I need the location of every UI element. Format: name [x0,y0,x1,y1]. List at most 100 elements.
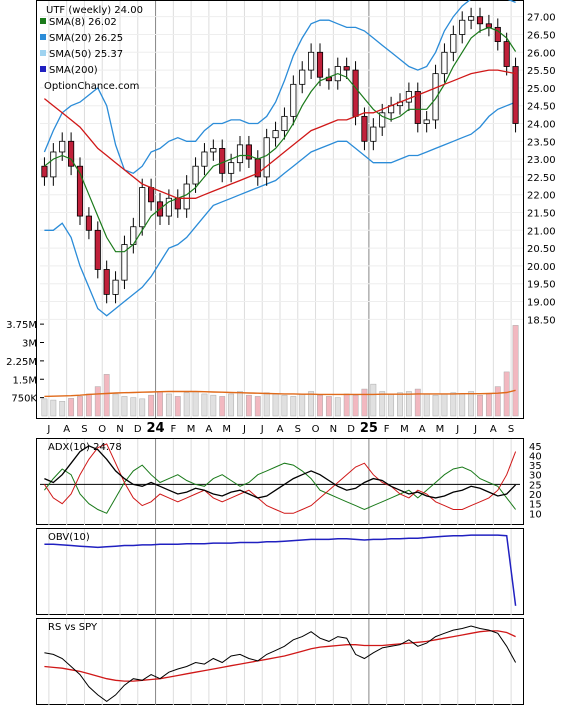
volume-bar [317,394,323,417]
x-tick-label: M [222,424,231,435]
candle-body [503,41,510,67]
candle-body [192,165,199,185]
x-tick-label: A [490,424,497,435]
candle-body [174,197,181,210]
x-tick-label: J [46,424,50,435]
volume-bar [281,394,288,417]
candle-body [370,126,377,142]
volume-tick-label: 1.5M [12,375,37,386]
adx-tick-label: 15 [529,500,542,511]
candle-body [165,197,172,217]
volume-bar [183,392,190,417]
volume-bar [468,391,475,417]
bollinger-upper-line [43,0,516,175]
indicator-lines [40,443,520,703]
x-tick-label: A [419,424,426,435]
candle-body [432,73,439,121]
candle-body [121,244,128,281]
x-tick-label: N [330,424,337,435]
volume-bar [94,386,101,417]
legend: SMA(8) 26.02 SMA(20) 26.25 SMA(50) 25.37… [40,17,139,92]
candle-body [201,151,208,167]
candle-body [50,151,57,178]
volume-bar [290,396,297,417]
volume-bar [59,401,66,417]
adx-label: ADX(10) 24.78 [48,442,122,453]
volume-bar [459,393,466,417]
volume-bar [174,396,181,417]
price-tick-label: 18.50 [527,315,556,326]
volume-bar [272,393,279,417]
price-tick-label: 20.50 [527,244,556,255]
x-tick-label: O [312,424,320,435]
volume-bar [477,394,483,417]
candle-body [352,69,359,117]
volume-bar [450,392,457,417]
volume-bar [103,374,110,417]
candle-body [450,34,457,53]
symbol-label: UTF (weekly) 24.00 [46,5,143,16]
volume-bar [512,325,519,417]
adx-tick-label: 30 [529,471,542,482]
obv-line [44,534,517,606]
adx-line [44,445,517,499]
candle-body [68,140,75,167]
volume-bar [352,394,359,417]
volume-bar [334,397,341,417]
x-tick-label: N [116,424,123,435]
sma8-line [44,26,517,253]
x-tick-label: 24 [147,421,165,436]
volume-bar [165,393,172,417]
volume-bar [219,396,226,417]
obv-label: OBV(10) [48,532,90,543]
candle-body [245,144,252,160]
adx-tick-label: 20 [529,490,542,501]
volume-bar [77,396,83,417]
volume-bar [494,386,501,417]
x-tick-label: S [81,424,87,435]
rs-average-line [44,630,516,682]
adx-tick-label: 35 [529,461,542,472]
candle-body [494,26,501,43]
candle-body [512,66,519,124]
volume-bar [121,396,128,417]
x-tick-label: S [508,424,514,435]
x-tick-label: D [134,424,142,435]
x-tick-label: M [436,424,445,435]
volume-bar [237,391,243,417]
x-tick-label: 25 [360,421,378,436]
candle-body [441,51,448,75]
bollinger-lower-line [44,101,516,317]
volume-tick-label: 750K [11,394,37,405]
volume-bar [112,393,119,417]
candle-body [76,165,84,217]
x-tick-label: A [205,424,212,435]
candle-body [290,83,297,117]
price-tick-label: 24.00 [527,119,556,130]
x-tick-label: F [170,424,176,435]
x-tick-label: F [384,424,390,435]
candle-body [405,91,412,103]
volume-bar [379,391,386,417]
candle-body [112,279,119,295]
bollinger-bands [43,0,516,317]
price-tick-label: 22.00 [527,191,556,202]
legend-swatch-sma50 [40,50,46,56]
x-tick-label: J [242,424,246,435]
volume-bar [130,397,137,417]
candle-body [414,91,421,124]
x-tick-label: M [187,424,196,435]
candlesticks [41,7,519,304]
volume-tick-label: 3.75M [6,320,37,331]
volume-bar [299,393,306,417]
x-tick-label: A [277,424,284,435]
volume-bar [388,393,395,417]
candle-body [148,187,155,203]
axis-labels: J A S O N D 24 F M A M J J A S O N D 25 F M A M J J A S27.0026.502… [6,13,556,521]
legend-swatch-sma8 [40,18,46,24]
volume-bar [361,388,368,417]
candle-body [459,19,466,35]
volume-bar [50,399,57,417]
volume-bar [254,396,261,417]
